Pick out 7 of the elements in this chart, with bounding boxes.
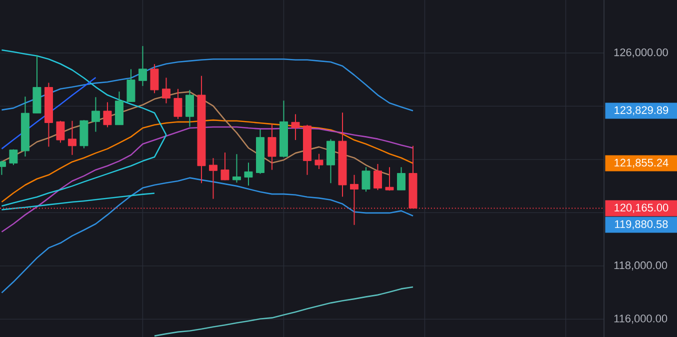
text: 119,880.58 (615, 220, 668, 230)
text: 123,829.89 (614, 106, 668, 116)
y-tick-label: 118,000.00 (614, 261, 668, 270)
ref-line-label: 120,165.00 (614, 204, 668, 213)
y-tick-label: 126,000.00 (614, 48, 668, 58)
text: 121,855.24 (614, 158, 668, 168)
y-tick-label: 116,000.00 (614, 314, 668, 324)
